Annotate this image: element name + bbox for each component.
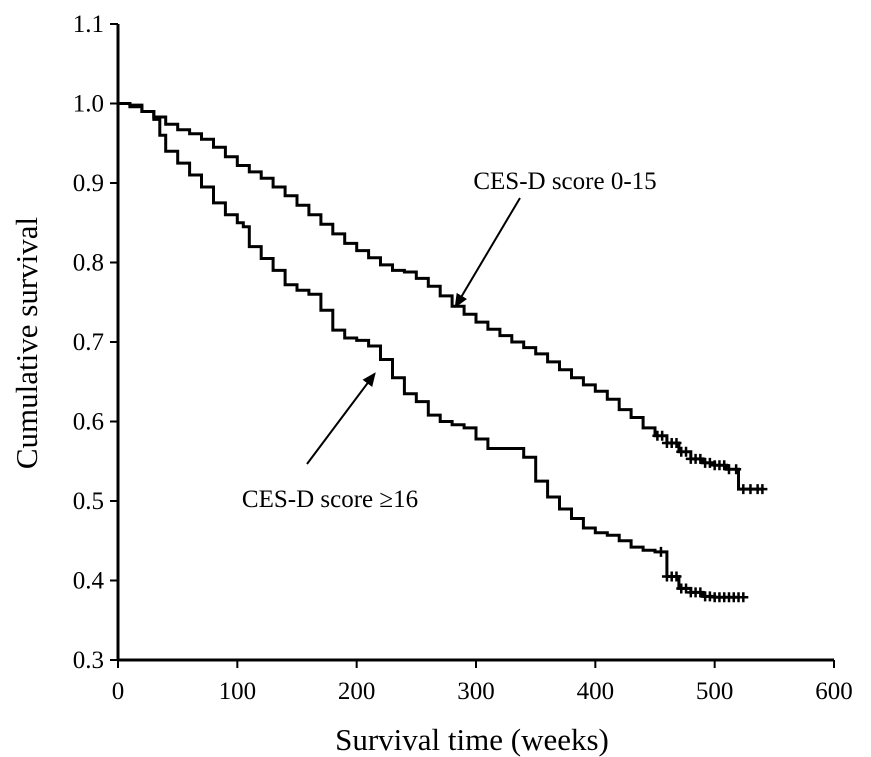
y-tick-label: 0.3 xyxy=(73,647,104,674)
y-tick-label: 0.5 xyxy=(73,488,104,515)
y-tick-label: 1.1 xyxy=(73,11,104,38)
y-tick-label: 0.4 xyxy=(73,568,105,595)
censor-mark xyxy=(757,484,768,495)
y-tick-label: 0.7 xyxy=(73,329,104,356)
y-tick-label: 0.9 xyxy=(73,170,104,197)
series-label: CES-D score ≥16 xyxy=(242,486,418,513)
x-tick-label: 600 xyxy=(815,678,853,705)
survival-curve-series-2 xyxy=(118,102,739,599)
censor-mark xyxy=(657,430,668,441)
censor-mark xyxy=(671,571,682,582)
x-tick-label: 400 xyxy=(577,678,615,705)
x-tick-label: 300 xyxy=(457,678,495,705)
y-axis-title: Cumulative survival xyxy=(9,217,44,469)
y-tick-label: 0.8 xyxy=(73,250,104,277)
censor-mark xyxy=(731,464,742,475)
censor-mark xyxy=(671,437,682,448)
x-tick-label: 0 xyxy=(112,678,125,705)
x-axis-title: Survival time (weeks) xyxy=(335,722,609,757)
y-tick-label: 1.0 xyxy=(73,91,104,118)
annotation-arrow xyxy=(454,197,521,308)
censor-mark xyxy=(655,546,666,557)
y-tick-label: 0.6 xyxy=(73,409,104,436)
survival-curve-series-1 xyxy=(118,102,763,491)
x-tick-label: 100 xyxy=(219,678,257,705)
plot-area: 0.3 0.4 0.5 0.6 0.7 0.8 0.9 1.0 1.1 0 100 200 300 400… xyxy=(73,11,853,705)
censor-mark xyxy=(681,446,692,457)
series-label: CES-D score 0-15 xyxy=(473,168,656,195)
x-tick-label: 200 xyxy=(338,678,376,705)
censor-mark xyxy=(738,592,749,603)
x-tick-label: 500 xyxy=(696,678,734,705)
annotation-arrow xyxy=(306,372,376,465)
